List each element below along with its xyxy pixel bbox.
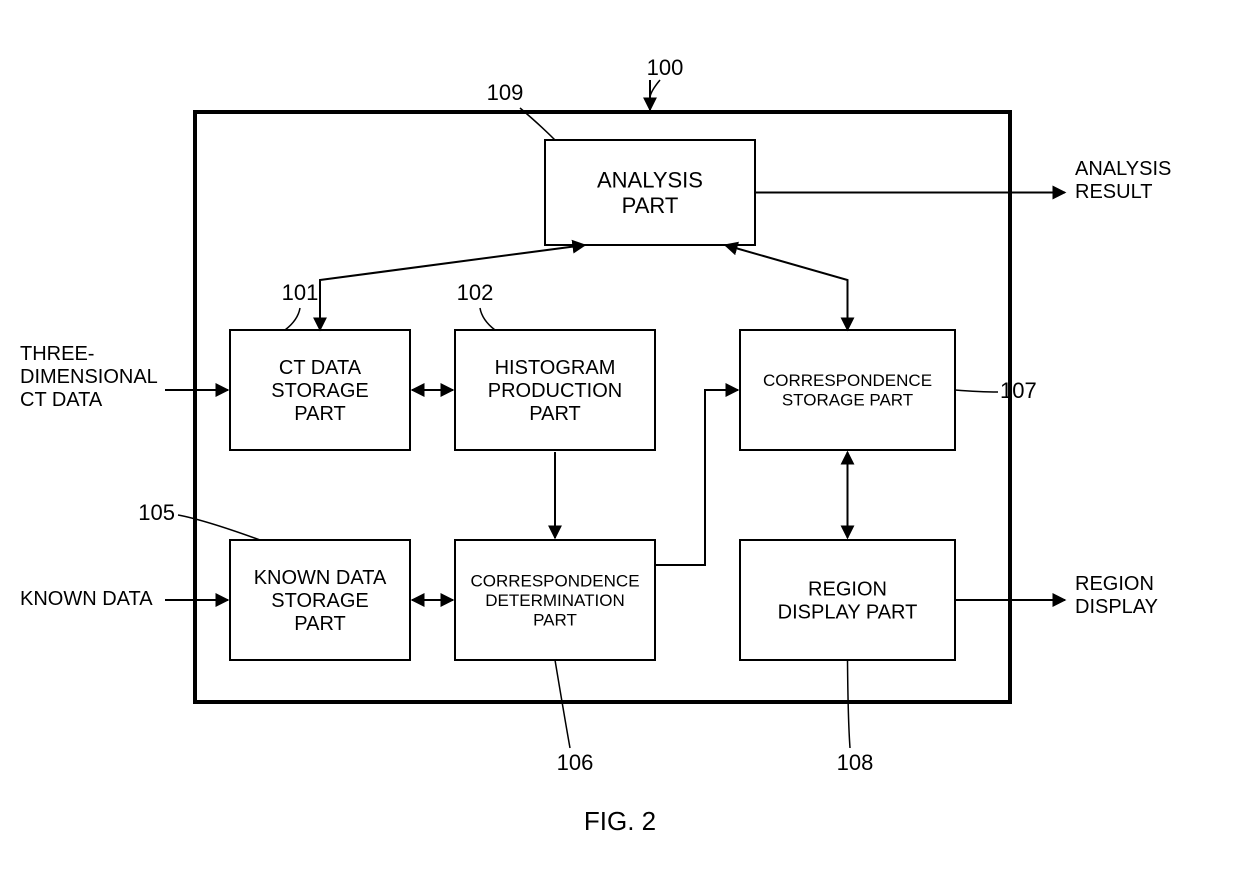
ref-102: 102 (457, 280, 494, 305)
node-n101-label: PART (294, 403, 346, 425)
node-n105-label: KNOWN DATA (254, 567, 387, 589)
ref-108: 108 (837, 750, 874, 775)
ref-101: 101 (282, 280, 319, 305)
node-n109-label: PART (622, 193, 679, 218)
svg-text:ANALYSIS: ANALYSIS (1075, 158, 1171, 180)
node-n105-label: STORAGE (271, 590, 368, 612)
node-n102-label: HISTOGRAM (495, 357, 616, 379)
node-n106-label: DETERMINATION (485, 591, 624, 610)
ref-100: 100 (647, 55, 684, 80)
node-n106-label: CORRESPONDENCE (470, 571, 639, 590)
node-n101-label: CT DATA (279, 357, 362, 379)
figure-caption: FIG. 2 (584, 806, 656, 836)
node-n109-label: ANALYSIS (597, 168, 703, 193)
node-n105-label: PART (294, 613, 346, 635)
node-n101-label: STORAGE (271, 380, 368, 402)
svg-text:THREE-: THREE- (20, 343, 94, 365)
node-n108-label: DISPLAY PART (778, 602, 918, 624)
svg-text:REGION: REGION (1075, 573, 1154, 595)
ref-109: 109 (487, 80, 524, 105)
svg-text:DISPLAY: DISPLAY (1075, 596, 1158, 618)
node-n102-label: PRODUCTION (488, 380, 622, 402)
ref-105: 105 (138, 500, 175, 525)
svg-text:KNOWN DATA: KNOWN DATA (20, 588, 153, 610)
diagram-canvas: ANALYSISPARTCT DATASTORAGEPARTHISTOGRAMP… (0, 0, 1240, 869)
node-n102-label: PART (529, 403, 581, 425)
node-n107-label: STORAGE PART (782, 391, 913, 410)
svg-text:RESULT: RESULT (1075, 181, 1152, 203)
svg-text:CT DATA: CT DATA (20, 389, 103, 411)
node-n106-label: PART (533, 611, 577, 630)
ref-107: 107 (1000, 378, 1037, 403)
node-n107-label: CORRESPONDENCE (763, 371, 932, 390)
ref-106: 106 (557, 750, 594, 775)
svg-text:DIMENSIONAL: DIMENSIONAL (20, 366, 158, 388)
node-n108-label: REGION (808, 579, 887, 601)
